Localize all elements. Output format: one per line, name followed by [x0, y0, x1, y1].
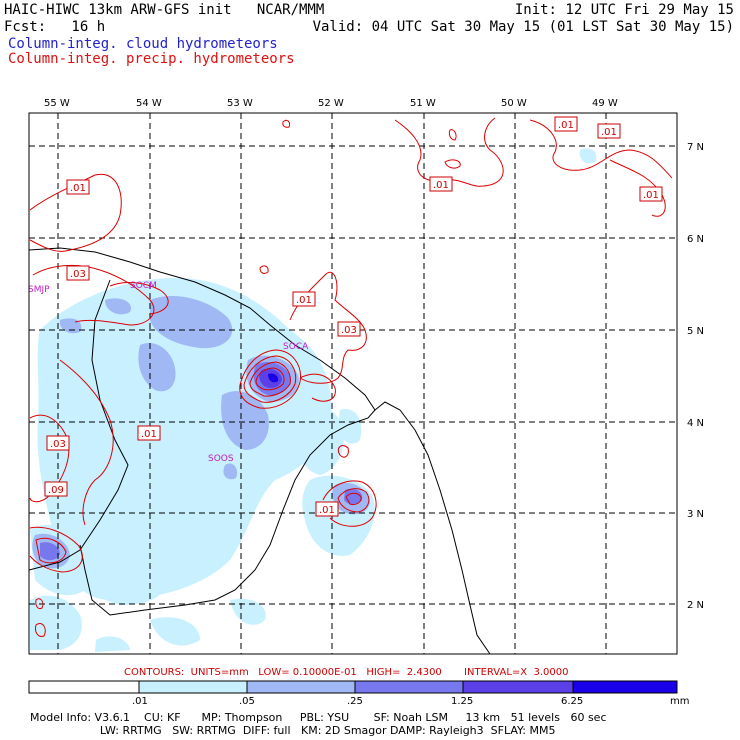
lon-label: 50 W: [501, 98, 527, 109]
lon-label: 53 W: [227, 98, 253, 109]
lat-lon-grid: [29, 113, 677, 654]
contour-label: .01: [643, 190, 659, 201]
lat-label: 3 N: [687, 509, 704, 520]
lon-label: 55 W: [44, 98, 70, 109]
colorbar-label: 6.25: [561, 696, 584, 707]
lon-label: 52 W: [318, 98, 344, 109]
coastline-layer: [29, 247, 491, 654]
model-info-line1: Model Info: V3.6.1 CU: KF MP: Thompson P…: [30, 711, 607, 724]
lon-label: 51 W: [410, 98, 436, 109]
map-frame: [28, 112, 678, 655]
contour-label: .01: [70, 183, 86, 194]
contour-label: .01: [319, 505, 335, 516]
lat-label: 7 N: [687, 142, 704, 153]
contour-label-group: .01 .01 .01 .01 .03 .01 .03 .01 .03 .09 …: [44, 116, 663, 517]
contour-label: .03: [70, 269, 86, 280]
lat-label: 4 N: [687, 418, 704, 429]
lat-label: 6 N: [687, 234, 704, 245]
forecast-hour: Fcst: 16 h: [4, 19, 106, 35]
precip-contours: [29, 117, 673, 637]
contour-label: .01: [296, 295, 312, 306]
valid-time: Valid: 04 UTC Sat 30 May 15 (01 LST Sat …: [312, 19, 734, 35]
station-label: SOCA: [283, 342, 309, 352]
contour-label: .03: [341, 325, 357, 336]
colorbar-label: 1.25: [451, 696, 474, 707]
lon-label: 54 W: [136, 98, 162, 109]
contour-label: .01: [558, 120, 574, 131]
plot-title: HAIC-HIWC 13km ARW-GFS init NCAR/MMM: [4, 2, 325, 18]
lat-label: 2 N: [687, 600, 704, 611]
longitude-labels: 55 W 54 W 53 W 52 W 51 W 50 W 49 W: [44, 98, 618, 109]
field-precip-label: Column-integ. precip. hydrometeors: [8, 51, 295, 67]
field-cloud-label: Column-integ. cloud hydrometeors: [8, 36, 278, 52]
contour-label: .01: [601, 127, 617, 138]
station-label: SMJP: [28, 285, 50, 295]
cloud-fill-layer: [30, 148, 597, 652]
colorbar-label: .25: [347, 696, 363, 707]
station-label: SOCM: [130, 281, 157, 291]
lon-label: 49 W: [592, 98, 618, 109]
lat-label: 5 N: [687, 326, 704, 337]
station-label: SOOS: [208, 454, 234, 464]
contour-label: .01: [433, 180, 449, 191]
colorbar-unit: mm: [670, 696, 690, 707]
init-time: Init: 12 UTC Fri 29 May 15: [514, 2, 734, 18]
colorbar-label: .01: [132, 696, 148, 707]
contour-label: .09: [48, 485, 64, 496]
colorbar: [28, 680, 678, 694]
contour-label: .03: [50, 439, 66, 450]
latitude-labels: 7 N 6 N 5 N 4 N 3 N 2 N: [687, 142, 704, 611]
contour-info: CONTOURS: UNITS=mm LOW= 0.10000E-01 HIGH…: [124, 667, 569, 678]
model-info-line2: LW: RRTMG SW: RRTMG DIFF: full KM: 2D Sm…: [30, 724, 556, 737]
contour-label: .01: [141, 429, 157, 440]
colorbar-label: .05: [239, 696, 255, 707]
